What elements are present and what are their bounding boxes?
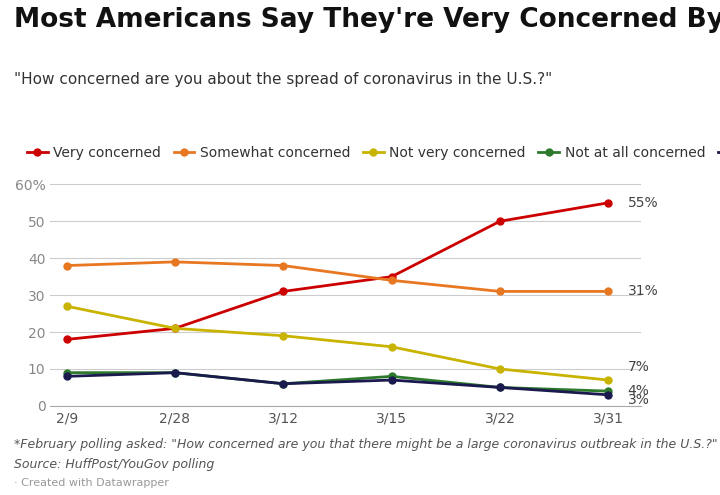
Text: *February polling asked: "How concerned are you that there might be a large coro: *February polling asked: "How concerned … <box>14 438 718 451</box>
Text: 31%: 31% <box>628 285 659 298</box>
Text: · Created with Datawrapper: · Created with Datawrapper <box>14 478 169 488</box>
Text: 3%: 3% <box>628 394 649 407</box>
Legend: Very concerned, Somewhat concerned, Not very concerned, Not at all concerned, No: Very concerned, Somewhat concerned, Not … <box>22 141 720 166</box>
Text: 55%: 55% <box>628 196 658 210</box>
Text: Source: HuffPost/YouGov polling: Source: HuffPost/YouGov polling <box>14 458 215 471</box>
Text: 7%: 7% <box>628 360 649 374</box>
Text: Most Americans Say They're Very Concerned By Outbreak: Most Americans Say They're Very Concerne… <box>14 7 720 34</box>
Text: "How concerned are you about the spread of coronavirus in the U.S.?": "How concerned are you about the spread … <box>14 72 553 87</box>
Text: 4%: 4% <box>628 384 649 398</box>
